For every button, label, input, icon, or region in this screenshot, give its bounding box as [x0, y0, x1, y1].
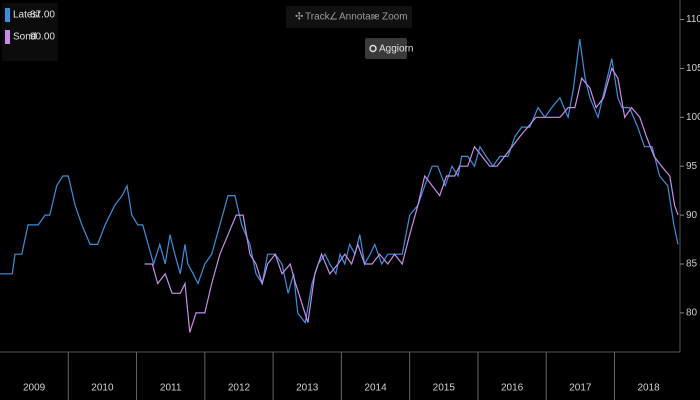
x-tick-label: 2015	[433, 383, 456, 394]
refresh-button-label[interactable]: Aggiorn	[379, 44, 413, 55]
toolbar-item[interactable]: Annotare	[339, 12, 380, 23]
legend-value: 90.00	[30, 32, 55, 43]
toolbar-item[interactable]: Track	[305, 12, 331, 23]
x-tick-label: 2009	[23, 383, 46, 394]
legend-swatch	[5, 30, 10, 44]
x-tick-label: 2013	[296, 383, 319, 394]
x-tick-label: 2014	[364, 383, 387, 394]
refresh-icon	[369, 44, 377, 53]
legend-label: Sond	[13, 32, 36, 43]
y-tick-label: 85	[686, 259, 698, 270]
y-tick-label: 100	[686, 112, 700, 123]
refresh-button[interactable]	[365, 38, 407, 59]
legend-swatch	[5, 8, 10, 22]
overlay: ✣ Track ∠ Annotare ⌕ Zoom Aggiorn Latest…	[2, 3, 413, 61]
toolbar	[286, 6, 412, 28]
y-tick-label: 95	[686, 161, 698, 172]
x-tick-label: 2017	[569, 383, 592, 394]
x-tick-label: 2012	[228, 383, 251, 394]
x-tick-label: 2016	[501, 383, 524, 394]
y-tick-label: 90	[686, 210, 698, 221]
x-tick-label: 2010	[91, 383, 114, 394]
line-series	[144, 66, 679, 333]
toolbar-icon: ⌕	[372, 12, 378, 23]
plot-area: 80 85 90 95 100 105 110 2009 2010 2011 2012 2013 201…	[0, 14, 700, 400]
toolbar-icon: ∠	[329, 12, 338, 23]
legend-value: 87.00	[30, 10, 55, 21]
y-tick-label: 105	[686, 63, 700, 74]
legend-label: Latest	[13, 10, 40, 21]
x-tick-label: 2018	[638, 383, 661, 394]
toolbar-icon: ✣	[295, 12, 303, 23]
y-tick-label: 80	[686, 308, 698, 319]
y-tick-label: 110	[686, 14, 700, 25]
x-tick-label: 2011	[160, 383, 182, 394]
line-series	[0, 39, 679, 325]
legend	[2, 3, 58, 61]
toolbar-item[interactable]: Zoom	[382, 12, 408, 23]
